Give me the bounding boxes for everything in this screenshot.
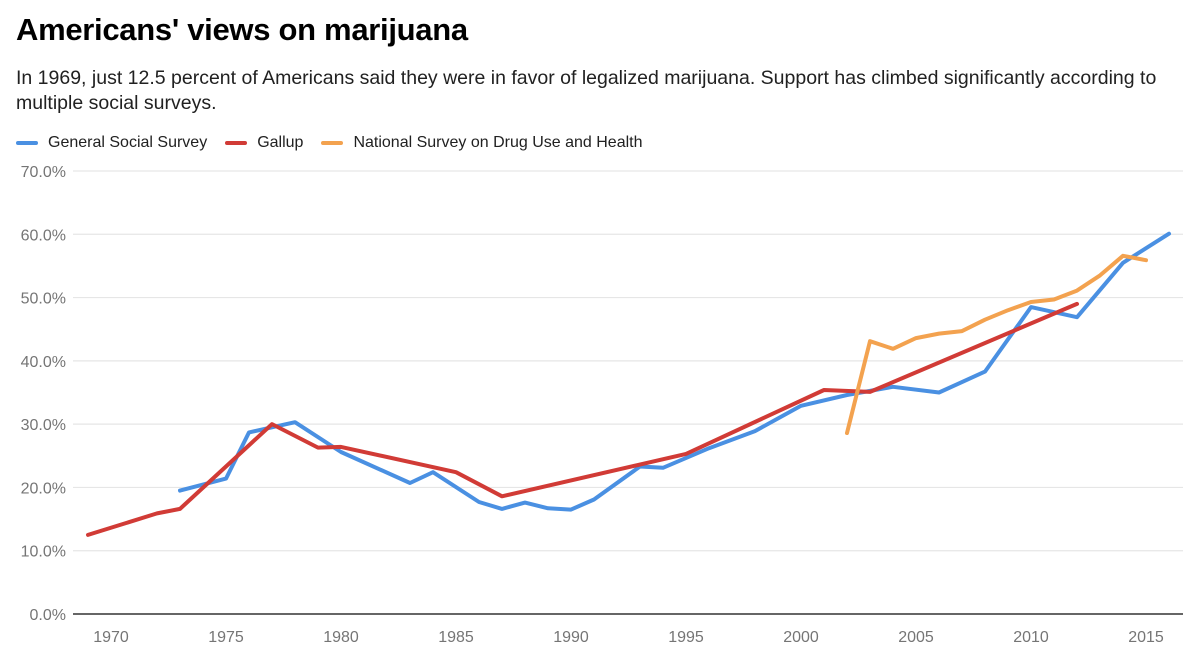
x-tick-label: 1995 bbox=[668, 629, 704, 646]
x-tick-label: 1990 bbox=[553, 629, 589, 646]
chart-subtitle: In 1969, just 12.5 percent of Americans … bbox=[16, 67, 1157, 114]
series-lines bbox=[86, 231, 1171, 537]
x-tick-label: 2010 bbox=[1013, 629, 1049, 646]
y-tick-label: 60.0% bbox=[21, 227, 66, 244]
x-tick-label: 1980 bbox=[323, 629, 359, 646]
x-tick-label: 2015 bbox=[1128, 629, 1164, 646]
legend-item-gallup[interactable]: Gallup bbox=[225, 134, 303, 152]
x-tick-label: 2000 bbox=[783, 629, 819, 646]
legend-label-gss: General Social Survey bbox=[48, 134, 208, 151]
y-tick-label: 30.0% bbox=[21, 417, 66, 434]
y-tick-label: 10.0% bbox=[21, 544, 66, 561]
legend-item-nsduh[interactable]: National Survey on Drug Use and Health bbox=[321, 134, 642, 152]
x-tick-label: 1970 bbox=[93, 629, 129, 646]
y-tick-label: 50.0% bbox=[21, 291, 66, 308]
y-tick-label: 70.0% bbox=[21, 164, 66, 181]
series-line-nsduh[interactable] bbox=[845, 253, 1148, 435]
y-tick-label: 0.0% bbox=[30, 607, 66, 624]
series-line-gallup[interactable] bbox=[86, 301, 1079, 537]
legend-swatch-nsduh bbox=[321, 141, 344, 145]
legend-label-nsduh: National Survey on Drug Use and Health bbox=[353, 134, 643, 151]
x-axis-labels: 1970 1975 1980 1985 1990 1995 2000 2005 2010 2015 bbox=[93, 629, 1164, 646]
legend-swatch-gss bbox=[16, 141, 38, 145]
y-tick-label: 20.0% bbox=[21, 480, 66, 497]
legend-item-gss[interactable]: General Social Survey bbox=[16, 134, 207, 152]
legend-label-gallup: Gallup bbox=[257, 134, 304, 151]
y-axis-labels: 0.0% 10.0% 20.0% 30.0% 40.0% 50.0% 60.0% 70.0% bbox=[21, 164, 66, 624]
y-tick-label: 40.0% bbox=[21, 354, 66, 371]
chart-title: Americans' views on marijuana bbox=[16, 12, 468, 47]
series-line-gss[interactable] bbox=[178, 231, 1171, 512]
gridlines bbox=[73, 170, 1183, 552]
legend: General Social Survey Gallup National Su… bbox=[16, 134, 660, 152]
x-tick-label: 2005 bbox=[898, 629, 934, 646]
x-tick-label: 1985 bbox=[438, 629, 474, 646]
x-tick-label: 1975 bbox=[208, 629, 244, 646]
legend-swatch-gallup bbox=[225, 141, 248, 145]
